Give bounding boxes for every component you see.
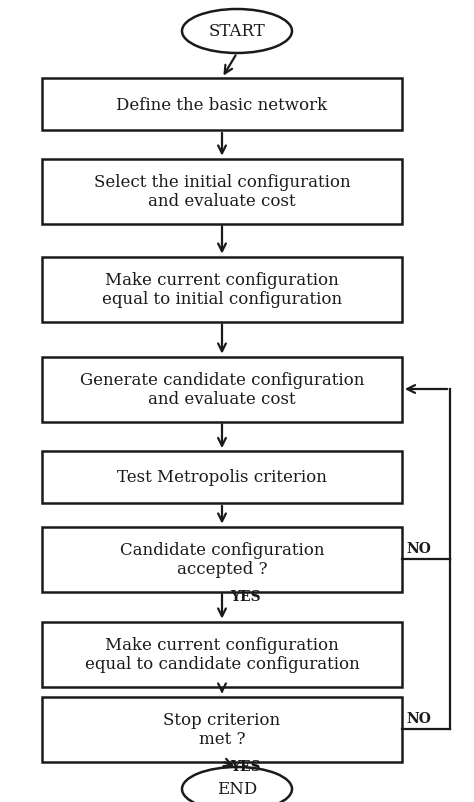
Text: Make current configuration
equal to candidate configuration: Make current configuration equal to cand… [85, 636, 359, 672]
Text: NO: NO [406, 541, 431, 555]
Bar [42, 160, 402, 225]
Text: Stop criterion
met ?: Stop criterion met ? [164, 711, 281, 747]
Bar [42, 257, 402, 322]
Text: Test Metropolis criterion: Test Metropolis criterion [117, 469, 327, 486]
Text: Generate candidate configuration
and evaluate cost: Generate candidate configuration and eva… [80, 371, 364, 407]
Bar [42, 452, 402, 504]
Text: YES: YES [230, 759, 261, 774]
Bar [42, 79, 402, 131]
Bar [42, 622, 402, 687]
Text: START: START [209, 23, 265, 40]
Text: NO: NO [406, 711, 431, 725]
Ellipse shape [182, 767, 292, 802]
Bar [42, 357, 402, 422]
Bar [42, 697, 402, 762]
Text: Define the basic network: Define the basic network [117, 96, 328, 113]
Text: Select the initial configuration
and evaluate cost: Select the initial configuration and eva… [94, 173, 350, 210]
Text: YES: YES [230, 589, 261, 604]
Text: Candidate configuration
accepted ?: Candidate configuration accepted ? [120, 541, 324, 577]
Text: END: END [217, 780, 257, 797]
Ellipse shape [182, 10, 292, 54]
Text: Make current configuration
equal to initial configuration: Make current configuration equal to init… [102, 271, 342, 308]
Bar [42, 527, 402, 592]
